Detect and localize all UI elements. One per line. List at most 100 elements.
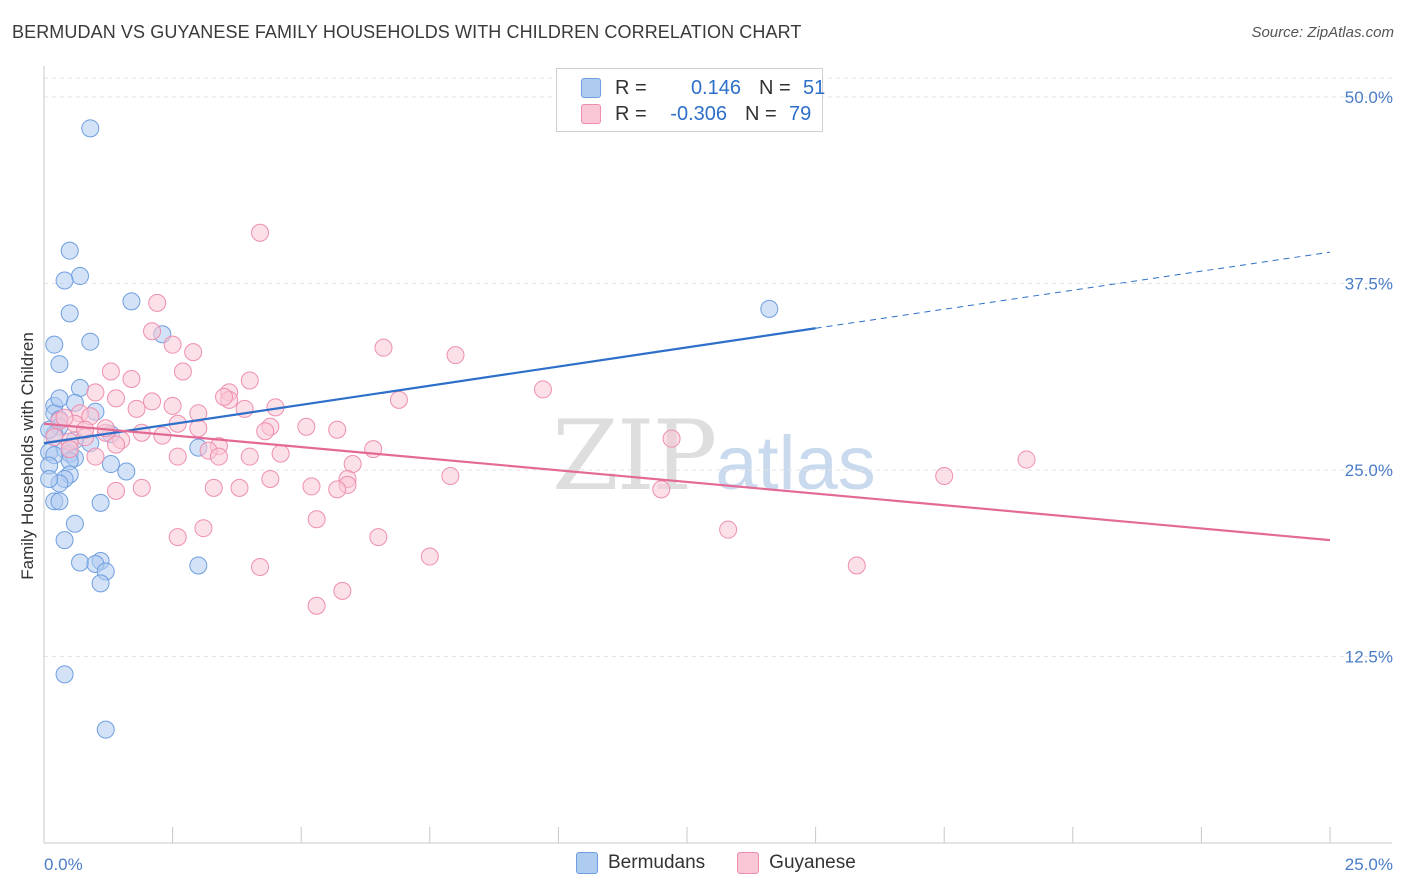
- data-point-guyanese: [662, 429, 681, 448]
- series-legend: Bermudans Guyanese: [576, 852, 888, 874]
- y-tick-label: 12.5%: [1345, 648, 1393, 667]
- y-tick-label: 37.5%: [1345, 275, 1393, 294]
- data-point-guyanese: [533, 380, 552, 399]
- data-point-bermudans: [40, 469, 59, 488]
- data-point-guyanese: [107, 435, 126, 454]
- data-point-guyanese: [446, 346, 465, 365]
- data-point-bermudans: [45, 335, 64, 354]
- legend-n-value: 51: [803, 76, 826, 99]
- data-point-guyanese: [204, 478, 223, 497]
- data-point-guyanese: [240, 371, 259, 390]
- legend-n-label: N =: [745, 102, 777, 125]
- legend-swatch-bermudans: [581, 78, 601, 98]
- data-point-bermudans: [50, 389, 69, 408]
- legend-r-value: 0.146: [690, 76, 741, 99]
- series-swatch-bermudans: [576, 852, 598, 874]
- data-point-bermudans: [189, 556, 208, 575]
- data-point-bermudans: [50, 492, 69, 511]
- data-point-guyanese: [251, 557, 270, 576]
- data-point-guyanese: [209, 447, 228, 466]
- data-point-guyanese: [127, 399, 146, 418]
- data-point-bermudans: [55, 665, 74, 684]
- data-point-guyanese: [328, 420, 347, 439]
- data-point-guyanese: [271, 444, 290, 463]
- series-swatch-guyanese: [737, 852, 760, 874]
- legend-n-label: N =: [759, 76, 791, 99]
- data-point-bermudans: [760, 299, 779, 318]
- watermark-zip: ZIP: [552, 400, 717, 512]
- legend-r-label: R =: [615, 102, 647, 125]
- data-point-guyanese: [76, 420, 95, 439]
- data-point-guyanese: [935, 466, 954, 485]
- data-point-guyanese: [230, 478, 249, 497]
- data-point-guyanese: [374, 338, 393, 357]
- data-point-guyanese: [163, 396, 182, 415]
- data-point-guyanese: [719, 520, 738, 539]
- data-point-guyanese: [122, 369, 141, 388]
- data-point-guyanese: [194, 519, 213, 538]
- data-point-guyanese: [307, 596, 326, 615]
- x-tick-label: 0.0%: [44, 855, 83, 874]
- data-point-guyanese: [86, 447, 105, 466]
- data-point-guyanese: [240, 447, 259, 466]
- data-point-bermudans: [60, 304, 79, 323]
- data-point-guyanese: [251, 223, 270, 242]
- series-bermudans: [40, 119, 779, 739]
- data-point-guyanese: [173, 362, 192, 381]
- data-point-guyanese: [343, 455, 362, 474]
- data-point-bermudans: [101, 455, 120, 474]
- data-point-guyanese: [60, 440, 79, 459]
- data-point-guyanese: [328, 480, 347, 499]
- data-point-guyanese: [163, 335, 182, 354]
- data-point-guyanese: [101, 362, 120, 381]
- data-point-guyanese: [261, 469, 280, 488]
- data-points: [40, 119, 1036, 739]
- series-label-bermudans: Bermudans: [608, 852, 706, 873]
- data-point-guyanese: [184, 343, 203, 362]
- series-legend-bermudans[interactable]: Bermudans: [576, 852, 705, 874]
- data-point-guyanese: [148, 293, 167, 312]
- data-point-bermudans: [71, 267, 90, 286]
- correlation-legend: R = 0.146 N = 51 R = -0.306 N = 79: [556, 68, 826, 132]
- data-point-bermudans: [117, 462, 136, 481]
- data-point-guyanese: [132, 478, 151, 497]
- gridlines: [44, 77, 1392, 657]
- data-point-guyanese: [441, 466, 460, 485]
- data-point-guyanese: [302, 477, 321, 496]
- data-point-guyanese: [168, 528, 187, 547]
- trend-line-bermudans: [43, 327, 816, 445]
- data-point-guyanese: [86, 383, 105, 402]
- data-point-bermudans: [96, 720, 115, 739]
- data-point-guyanese: [168, 447, 187, 466]
- legend-row-guyanese: R = -0.306 N = 79: [581, 101, 811, 127]
- data-point-guyanese: [1017, 450, 1036, 469]
- tick-labels: 12.5% 25.0% 37.5% 50.0% 0.0% 25.0%: [44, 88, 1393, 874]
- data-point-bermudans: [71, 378, 90, 397]
- data-point-guyanese: [189, 419, 208, 438]
- trend-lines: [43, 251, 1331, 542]
- series-legend-guyanese[interactable]: Guyanese: [737, 852, 856, 874]
- x-tick-label: 25.0%: [1345, 855, 1393, 874]
- data-point-bermudans: [60, 241, 79, 260]
- series-label-guyanese: Guyanese: [769, 852, 856, 873]
- legend-swatch-guyanese: [581, 104, 601, 124]
- data-point-guyanese: [847, 556, 866, 575]
- data-point-guyanese: [107, 481, 126, 500]
- data-point-bermudans: [122, 292, 141, 311]
- data-point-bermudans: [91, 574, 110, 593]
- source-label: Source: ZipAtlas.com: [1251, 24, 1394, 41]
- series-guyanese: [45, 223, 1036, 615]
- data-point-guyanese: [652, 480, 671, 499]
- data-point-guyanese: [256, 422, 275, 441]
- data-point-guyanese: [420, 547, 439, 566]
- data-point-bermudans: [91, 493, 110, 512]
- data-point-guyanese: [143, 322, 162, 341]
- watermark: ZIPatlas: [552, 400, 876, 512]
- data-point-guyanese: [143, 392, 162, 411]
- data-point-bermudans: [50, 355, 69, 374]
- y-tick-label: 50.0%: [1345, 88, 1393, 107]
- data-point-guyanese: [333, 581, 352, 600]
- trend-extension-bermudans: [815, 251, 1331, 329]
- chart-title: BERMUDAN VS GUYANESE FAMILY HOUSEHOLDS W…: [12, 22, 802, 42]
